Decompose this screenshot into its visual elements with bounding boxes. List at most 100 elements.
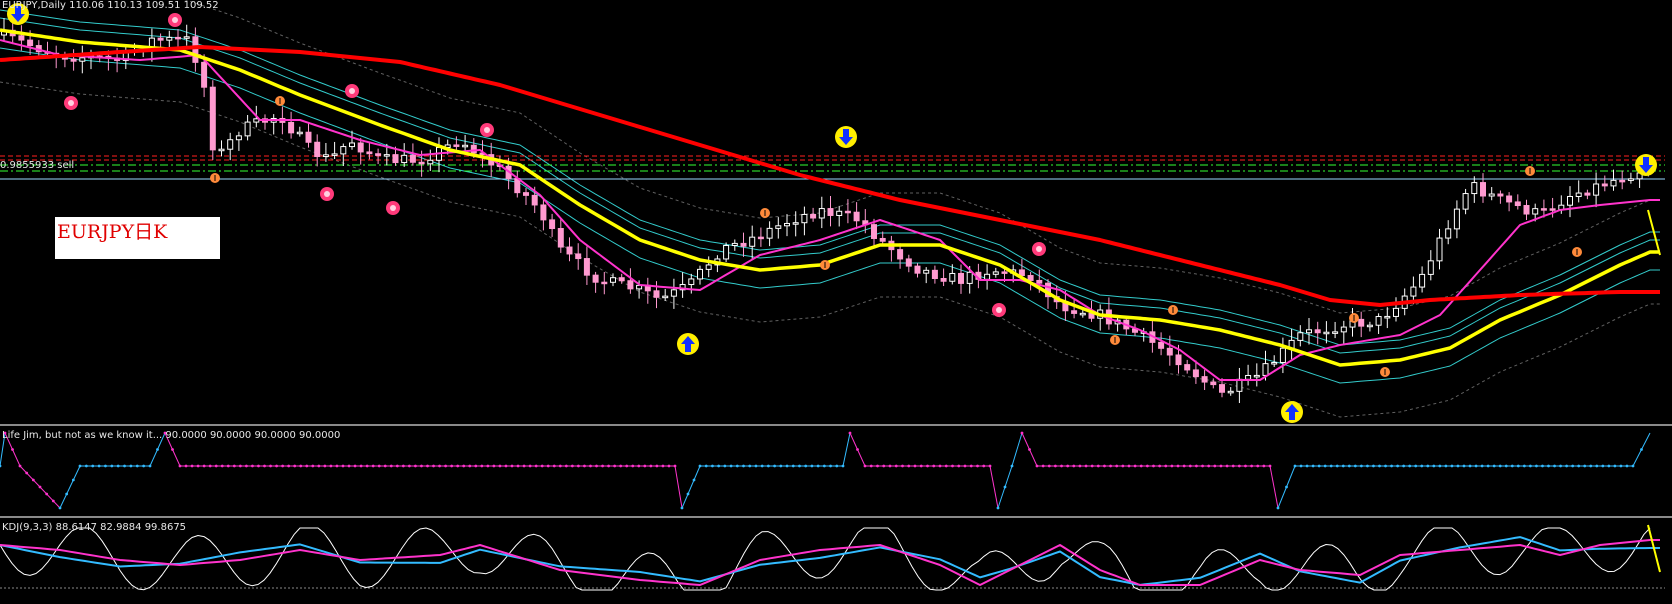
- step-dot: [25, 471, 29, 475]
- step-dot: [1408, 464, 1412, 468]
- step-dot: [919, 464, 923, 468]
- candle-body: [792, 222, 799, 225]
- step-dot: [1041, 464, 1045, 468]
- candle-body: [610, 277, 616, 283]
- candle-body: [392, 154, 399, 164]
- candle-body: [531, 194, 538, 206]
- candle-body: [853, 211, 860, 222]
- step-dot: [1553, 464, 1556, 468]
- price-level-tag: 0.9855933 sell: [0, 160, 75, 171]
- candle-body: [1445, 228, 1452, 239]
- candle-body: [340, 146, 347, 155]
- step-dot: [913, 464, 917, 468]
- candle-body: [1271, 362, 1278, 365]
- step-dot: [91, 464, 95, 468]
- step-dot: [1244, 464, 1247, 468]
- candle-body: [462, 144, 469, 148]
- candle-body: [305, 131, 312, 143]
- candle-body: [1514, 201, 1521, 207]
- step-dot: [1541, 464, 1544, 468]
- step-dot: [1619, 464, 1623, 468]
- step-dot: [142, 464, 146, 468]
- kdj-j-line: [0, 527, 1651, 591]
- candle-body: [905, 258, 912, 267]
- step-dot: [686, 492, 690, 496]
- step-dot: [123, 464, 126, 468]
- candle-body: [949, 272, 956, 282]
- step-dot: [1640, 448, 1643, 451]
- step-dot: [1492, 464, 1496, 468]
- arrow-glyph: [681, 336, 695, 352]
- step-dot: [178, 464, 182, 468]
- step-dot: [1510, 464, 1514, 468]
- step-dot: [717, 464, 721, 468]
- candle-body: [1175, 354, 1182, 366]
- sell-arrow-icon: [1635, 154, 1657, 176]
- step-dot: [595, 464, 598, 468]
- bomb-core: [172, 17, 178, 23]
- step-dot: [1384, 464, 1387, 468]
- step-dot: [184, 464, 188, 468]
- step-dot: [1372, 464, 1375, 468]
- candle-body: [366, 151, 373, 155]
- step-dot: [171, 448, 174, 451]
- step-dot: [1152, 464, 1155, 468]
- step-dot: [944, 464, 948, 468]
- candle-body: [1236, 378, 1243, 392]
- step-dot: [938, 464, 942, 468]
- step-dot: [735, 464, 739, 468]
- step-dot: [1559, 464, 1562, 468]
- bomb-icon: [1032, 242, 1046, 256]
- step-dot: [754, 464, 758, 468]
- candle-body: [618, 277, 625, 282]
- candle-body: [1018, 269, 1025, 277]
- arrow-glyph: [1639, 157, 1653, 173]
- sell-arrow-icon: [7, 3, 29, 25]
- candle-body: [844, 210, 851, 214]
- step-dot: [420, 464, 423, 468]
- candle-body: [1340, 326, 1347, 333]
- step-dot: [97, 464, 101, 468]
- step-dot: [335, 464, 339, 468]
- candle-body: [1593, 183, 1600, 196]
- step-dot: [1305, 464, 1309, 468]
- step-dot: [655, 464, 659, 468]
- fractal-dot-icon: [1525, 166, 1535, 176]
- step-dot: [810, 464, 814, 468]
- step-dot: [661, 464, 665, 468]
- step-dot: [78, 464, 82, 468]
- step-dot: [1096, 464, 1100, 468]
- step-dot: [432, 464, 435, 468]
- candle-body: [1601, 183, 1608, 187]
- step-dot: [359, 464, 363, 468]
- bomb-icon: [480, 123, 494, 137]
- candle-body: [1584, 192, 1591, 196]
- candle-body: [566, 246, 573, 255]
- step-dot: [510, 464, 514, 468]
- step-dot: [996, 506, 1000, 510]
- candle-body: [349, 142, 355, 148]
- step-line-segment: [59, 465, 81, 509]
- step-dot: [263, 464, 266, 468]
- step-dot: [1577, 464, 1581, 468]
- step-dot: [901, 464, 904, 468]
- step-dot: [1276, 506, 1280, 510]
- candle-body: [322, 154, 329, 157]
- step-dot: [1474, 464, 1478, 468]
- step-dot: [704, 464, 708, 468]
- step-dot: [45, 492, 49, 496]
- step-dot: [711, 464, 714, 468]
- step-dot: [323, 464, 327, 468]
- step-dot: [1450, 464, 1454, 468]
- step-dot: [1631, 464, 1635, 468]
- bomb-core: [1036, 246, 1042, 252]
- step-dot: [1035, 464, 1039, 468]
- candle-body: [1366, 324, 1373, 328]
- candle-body: [253, 118, 260, 123]
- candle-body: [1453, 208, 1460, 230]
- step-dot: [816, 464, 820, 468]
- step-dot: [863, 464, 867, 468]
- step-dot: [18, 464, 22, 468]
- step-dot: [116, 464, 120, 468]
- step-dot: [492, 464, 496, 468]
